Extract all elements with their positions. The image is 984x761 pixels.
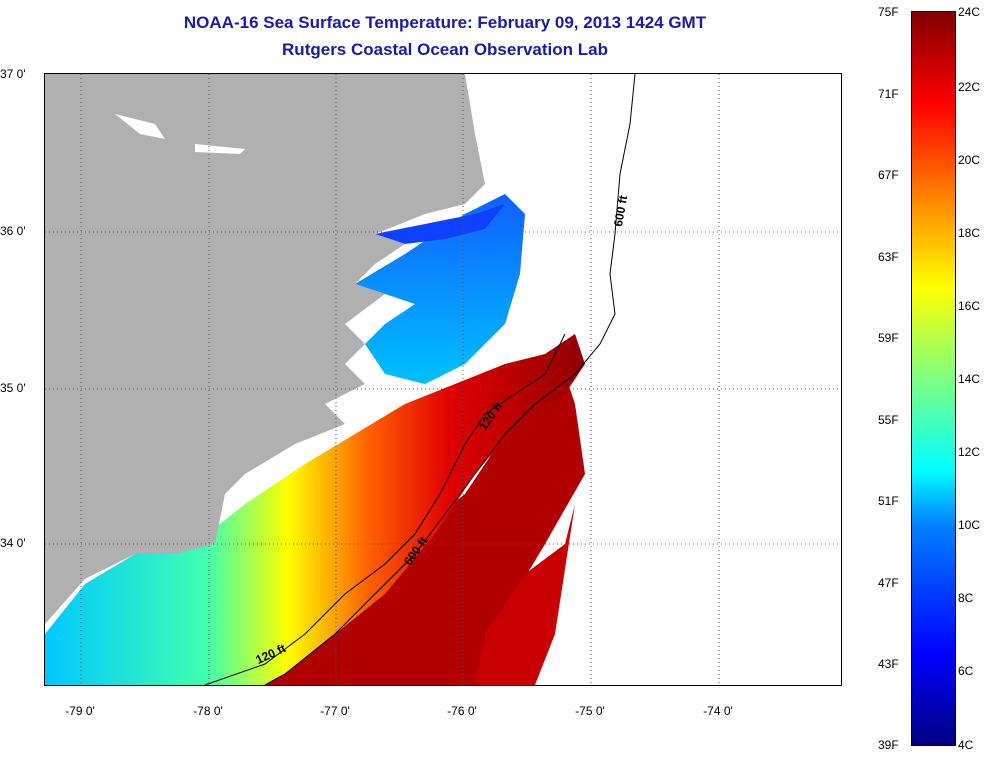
lat-label-36: 36 0' [0, 224, 26, 238]
warm-scatter-region [475, 504, 575, 685]
colorbar-f-67: 67F [878, 168, 899, 182]
lon-label-75: -75 0' [575, 704, 605, 718]
colorbar-f-51: 51F [878, 494, 899, 508]
contour-600ft [264, 74, 636, 685]
colorbar-c-12: 12C [958, 445, 981, 459]
colorbar-c-10: 10C [958, 518, 981, 532]
contour-120ft [204, 333, 566, 685]
colorbar-f-59: 59F [878, 331, 899, 345]
lon-label-78: -78 0' [193, 704, 223, 718]
colorbar-f-43: 43F [878, 657, 899, 671]
temperature-colorbar [911, 11, 956, 746]
sst-map: 600 ft 120 ft 600 ft 120 ft [44, 73, 842, 686]
pamlico-sound [355, 194, 525, 384]
colorbar-c-8: 8C [958, 591, 974, 605]
colorbar-c-18: 18C [958, 226, 981, 240]
lat-label-37: 37 0' [0, 67, 26, 81]
colorbar-f-47: 47F [878, 576, 899, 590]
sst-coastal-band [45, 334, 585, 685]
colorbar-f-63: 63F [878, 250, 899, 264]
map-subtitle: Rutgers Coastal Ocean Observation Lab [282, 40, 608, 59]
sst-map-canvas [45, 74, 841, 685]
gulf-stream-region [195, 374, 585, 685]
colorbar-f-39: 39F [878, 738, 899, 752]
colorbar-c-22: 22C [958, 80, 981, 94]
lon-label-77: -77 0' [320, 704, 350, 718]
colorbar-c-24: 24C [958, 5, 981, 19]
colorbar-c-16: 16C [958, 299, 981, 313]
colorbar-c-14: 14C [958, 372, 981, 386]
lon-label-74: -74 0' [703, 704, 733, 718]
colorbar-f-71: 71F [878, 87, 899, 101]
map-title: NOAA-16 Sea Surface Temperature: Februar… [183, 13, 707, 32]
lon-label-76: -76 0' [447, 704, 477, 718]
colorbar-f-75: 75F [878, 5, 899, 19]
inland-lakes [115, 114, 245, 154]
land-mass [45, 74, 485, 624]
lon-label-79: -79 0' [65, 704, 95, 718]
colorbar-c-20: 20C [958, 153, 981, 167]
colorbar-f-55: 55F [878, 413, 899, 427]
graticule [45, 74, 841, 685]
lat-label-34: 34 0' [0, 536, 26, 550]
colorbar-c-4: 4C [958, 738, 974, 752]
albemarle-sound [375, 204, 505, 244]
lat-label-35: 35 0' [0, 381, 26, 395]
colorbar-c-6: 6C [958, 664, 974, 678]
